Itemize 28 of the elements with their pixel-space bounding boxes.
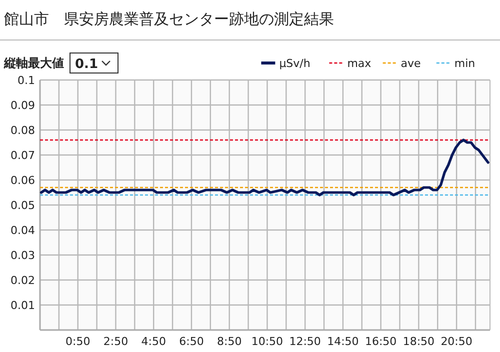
x-tick-label: 20:50 [440, 335, 472, 348]
y-tick-label: 0.05 [10, 199, 35, 212]
x-tick-label: 8:50 [216, 335, 242, 348]
y-tick-label: 0.09 [10, 99, 35, 112]
x-tick-label: 14:50 [327, 335, 359, 348]
x-tick-label: 18:50 [402, 335, 435, 348]
legend-label: min [454, 57, 476, 70]
y-tick-label: 0.08 [10, 124, 35, 137]
x-tick-label: 2:50 [103, 335, 128, 348]
y-tick-label: 0.02 [10, 274, 35, 287]
line-series [40, 138, 490, 196]
legend-label: μSv/h [279, 57, 310, 70]
y-tick-label: 0.07 [10, 149, 35, 162]
x-tick-label: 0:50 [66, 335, 90, 348]
x-tick-label: 10:50 [251, 335, 284, 348]
chart-title: 館山市 県安房農業普及センター跡地の測定結果 [4, 10, 334, 28]
y-tick-label: 0.04 [10, 224, 35, 237]
legend-label: ave [400, 57, 422, 70]
y-tick-label: 0.06 [10, 174, 35, 187]
y-tick-label: 0.01 [10, 299, 35, 312]
y-tick-label: 0.03 [10, 249, 35, 262]
x-tick-label: 6:50 [179, 335, 204, 348]
x-tick-label: 16:50 [364, 335, 397, 348]
x-tick-label: 12:50 [289, 335, 321, 348]
axis-max-selector: 縦軸最大値 0.1 [4, 52, 118, 74]
x-tick-label: 4:50 [141, 335, 166, 348]
legend-label: max [347, 57, 372, 70]
y-tick-label: 0.1 [18, 74, 35, 87]
